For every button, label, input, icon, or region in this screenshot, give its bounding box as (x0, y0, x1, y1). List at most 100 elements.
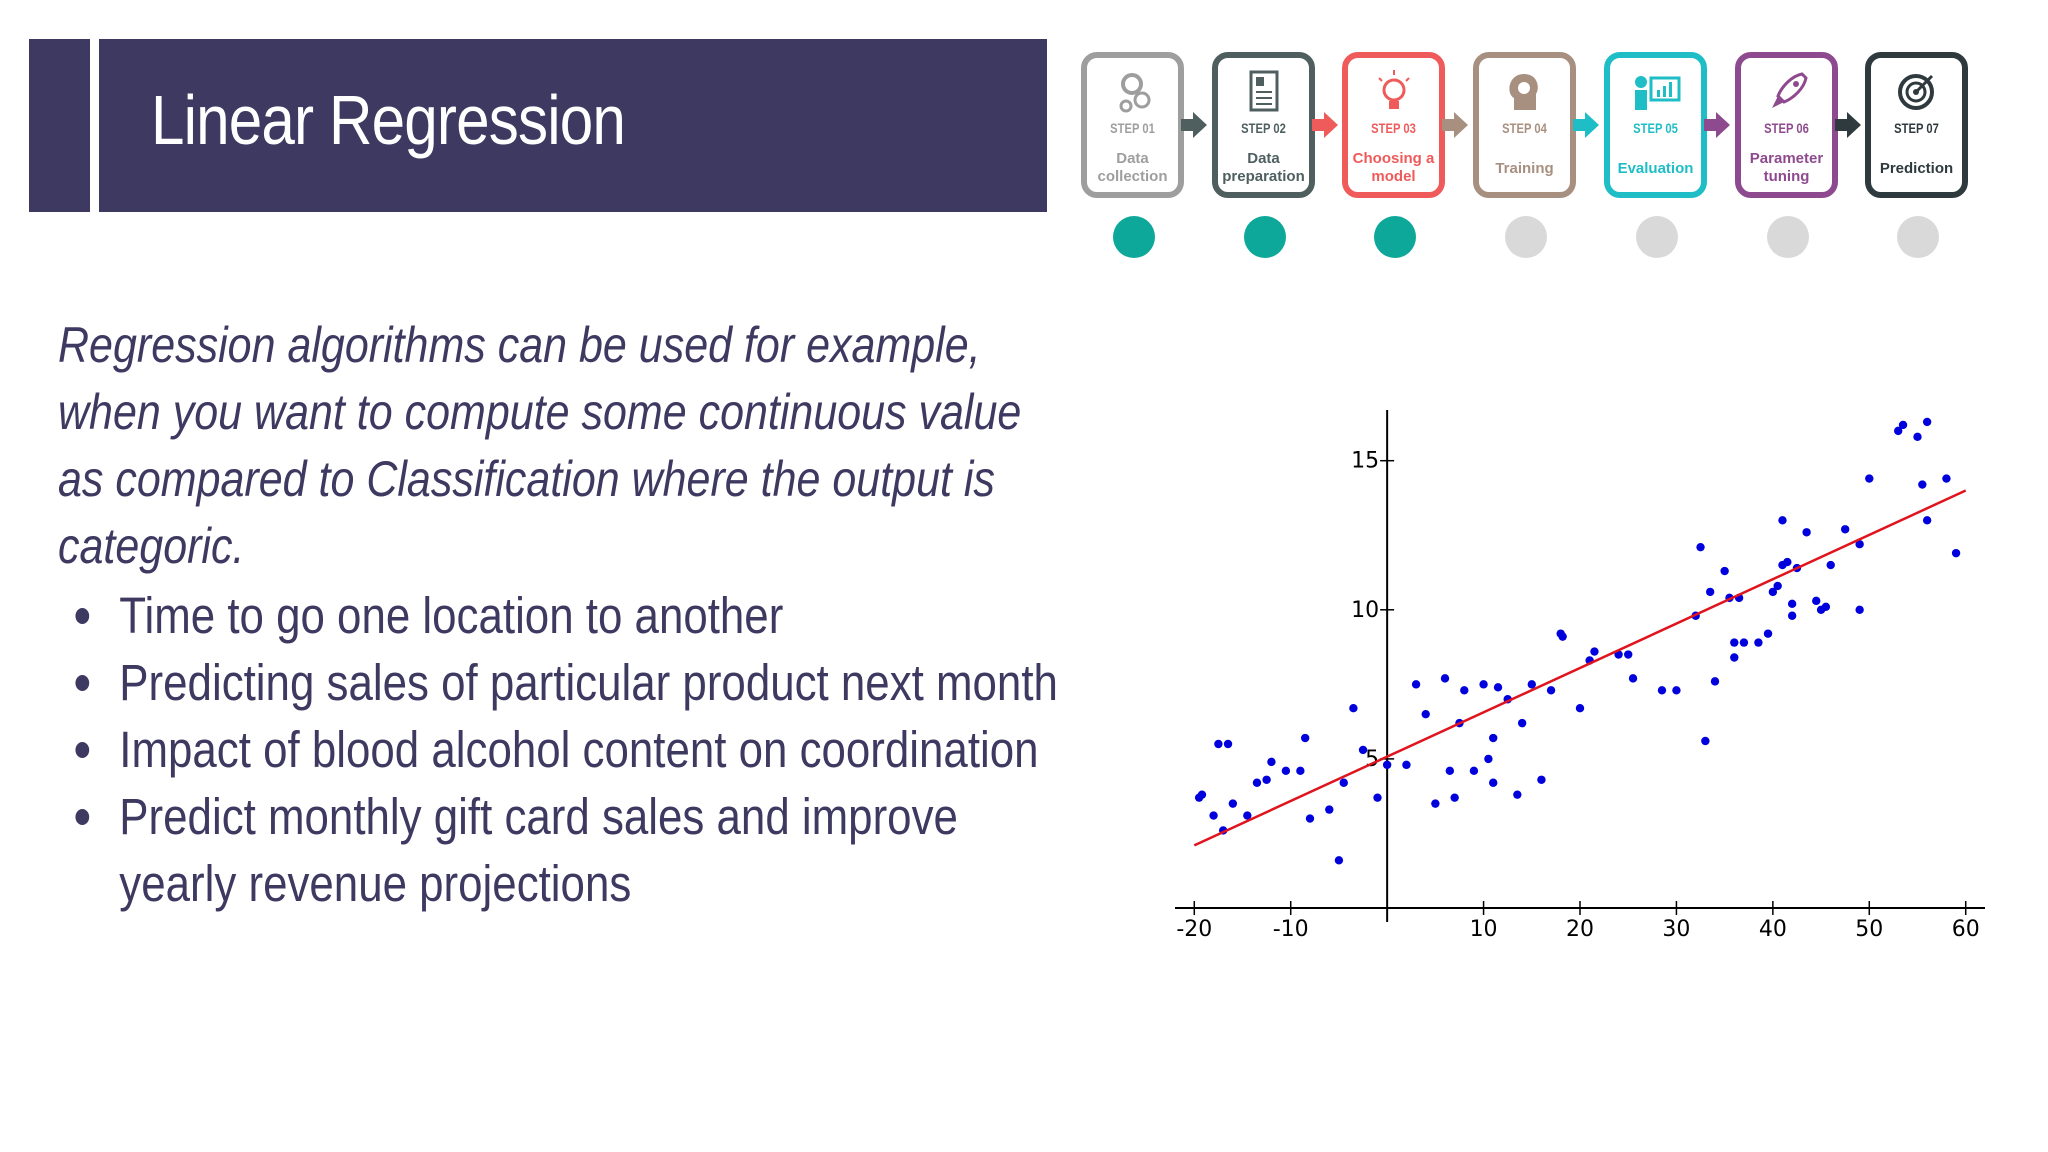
data-point (1228, 799, 1238, 808)
x-tick-label: 20 (1566, 917, 1594, 940)
step-progress-dot (1244, 216, 1286, 258)
data-point (1197, 790, 1207, 799)
data-point (1865, 474, 1874, 483)
step-progress-dot (1505, 216, 1547, 258)
lightbulb-icon (1348, 68, 1439, 116)
step-card: STEP 01 Data collection (1081, 52, 1184, 198)
step-name-line: collection (1097, 168, 1168, 185)
data-point (1546, 686, 1556, 695)
data-point (1730, 653, 1739, 662)
regression-scatter-chart: -20 -10 10 20 30 40 50 60 5 10 15 (1175, 410, 1985, 940)
data-point (1527, 680, 1536, 689)
data-point (1493, 683, 1503, 692)
step-number: STEP 03 (1371, 120, 1416, 136)
slide-title: Linear Regression (151, 81, 626, 159)
step-name-line: Training (1495, 160, 1554, 177)
list-item: Predicting sales of particular product n… (72, 649, 1061, 716)
step-card: STEP 02 Data preparation (1212, 52, 1315, 198)
y-tick-label: 10 (1351, 598, 1379, 623)
data-point (1855, 539, 1864, 549)
step-card: STEP 03 Choosing a model (1342, 52, 1445, 198)
step-progress-dot (1374, 216, 1416, 258)
data-point (1821, 602, 1831, 612)
step-arrow-icon (1833, 110, 1861, 140)
data-point (1720, 566, 1729, 576)
intro-paragraph: Regression algorithms can be used for ex… (58, 317, 1022, 574)
data-point (1431, 799, 1440, 808)
data-point (1267, 757, 1276, 767)
rocket-icon (1741, 68, 1832, 116)
x-tick-label: 60 (1952, 917, 1980, 940)
data-point (1445, 766, 1455, 776)
data-point (1855, 605, 1864, 614)
data-point (1484, 754, 1493, 764)
step-number: STEP 04 (1502, 120, 1547, 136)
x-tick-label: 50 (1855, 917, 1883, 940)
bullet-text: Predict monthly gift card sales and impr… (119, 788, 958, 912)
list-item: Impact of blood alcohol content on coord… (72, 716, 1061, 783)
step-name: Training (1475, 160, 1574, 178)
x-tick-label: 30 (1662, 917, 1690, 940)
data-point (1913, 432, 1922, 442)
data-point (1768, 587, 1778, 597)
data-point (1382, 760, 1392, 770)
data-point (1558, 632, 1567, 641)
step-arrow-icon (1571, 110, 1599, 140)
title-bar (99, 39, 1047, 212)
data-point (1763, 629, 1773, 638)
step-card: STEP 07 Prediction (1865, 52, 1968, 198)
step-name-line: Data (1247, 150, 1280, 167)
data-point (1281, 766, 1291, 776)
step-name-line: Data (1116, 150, 1149, 167)
data-point (1710, 677, 1720, 686)
data-point (1469, 766, 1479, 776)
data-point (1942, 474, 1951, 483)
step-name: Evaluation (1606, 160, 1705, 178)
data-point (1479, 680, 1488, 689)
data-point (1440, 674, 1450, 683)
step-progress-dot (1113, 216, 1155, 258)
step-card: STEP 05 Evaluation (1604, 52, 1707, 198)
data-point (1489, 778, 1498, 787)
data-point (1773, 581, 1782, 591)
bullet-text: Impact of blood alcohol content on coord… (119, 721, 1039, 778)
data-point (1787, 599, 1797, 609)
bullet-icon (75, 608, 90, 624)
step-card: STEP 06 Parameter tuning (1735, 52, 1838, 198)
data-point (1739, 638, 1749, 647)
data-point (1840, 525, 1850, 534)
data-point (1305, 814, 1315, 823)
target-icon (1871, 68, 1962, 116)
data-point (1894, 426, 1903, 436)
step-arrow-icon (1179, 110, 1207, 140)
step-number: STEP 07 (1894, 120, 1939, 136)
y-tick-label: 5 (1365, 747, 1379, 772)
data-point (1262, 775, 1271, 784)
data-point (1787, 611, 1797, 620)
x-tick-label: -20 (1176, 917, 1212, 940)
bullet-text: Time to go one location to another (119, 587, 784, 644)
step-number: STEP 05 (1633, 120, 1678, 136)
data-point (1421, 709, 1430, 719)
document-icon (1218, 68, 1309, 116)
data-point (1358, 745, 1368, 755)
data-point (1223, 739, 1233, 749)
step-arrow-icon (1702, 110, 1730, 140)
data-point (1214, 739, 1223, 749)
x-tick-label: 40 (1759, 917, 1787, 940)
data-point (1951, 548, 1961, 558)
y-tick-label: 15 (1351, 449, 1379, 474)
data-point (1489, 733, 1498, 743)
x-tick-label: 10 (1470, 917, 1498, 940)
step-name-line: model (1371, 168, 1416, 185)
step-name: Parameter tuning (1737, 150, 1836, 186)
data-point (1657, 686, 1667, 695)
data-point (1402, 760, 1411, 770)
step-name-line: Prediction (1879, 160, 1954, 177)
data-point (1325, 805, 1334, 814)
data-point (1624, 650, 1633, 659)
presentation-chart-icon (1610, 68, 1701, 116)
data-point (1918, 480, 1927, 489)
step-name: Prediction (1867, 160, 1966, 178)
head-gears-icon (1479, 68, 1570, 116)
